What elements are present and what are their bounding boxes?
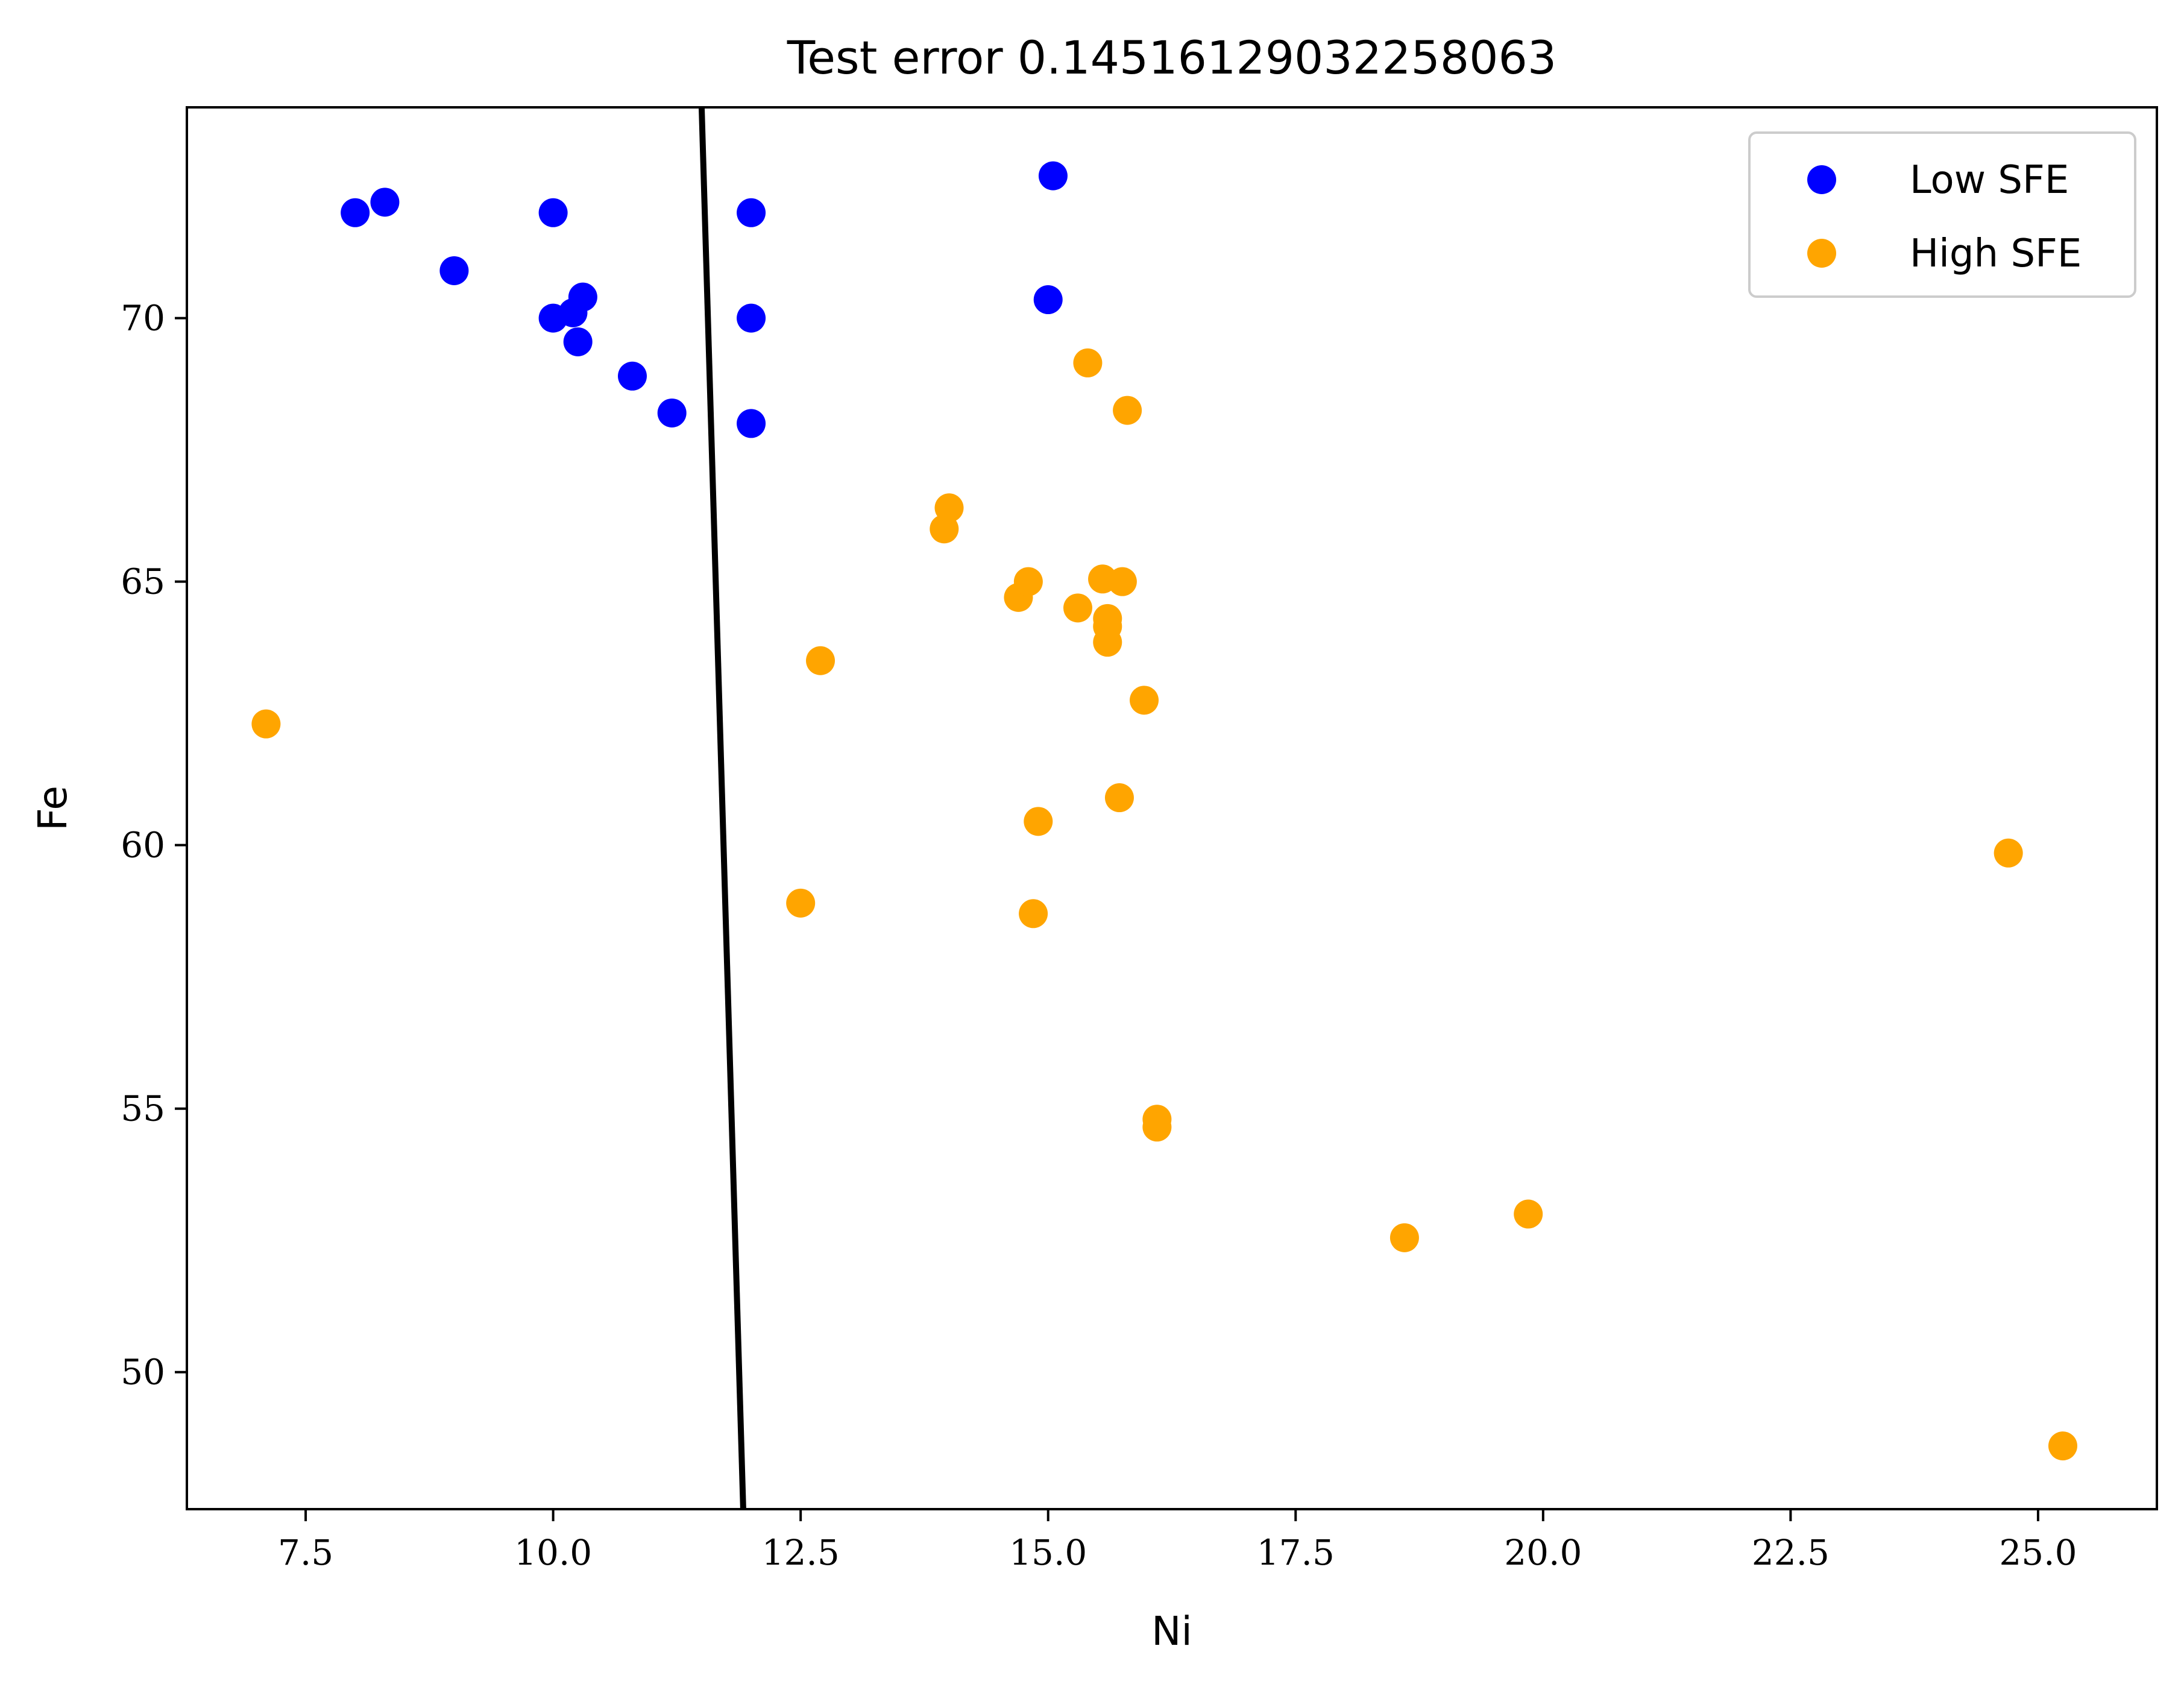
legend-frame — [1748, 131, 2136, 298]
point-high-sfe — [1013, 567, 1043, 596]
x-tick-label: 22.5 — [1752, 1532, 1830, 1573]
point-low-sfe — [1033, 285, 1063, 315]
point-low-sfe — [538, 198, 568, 227]
point-high-sfe — [1019, 899, 1048, 929]
point-low-sfe — [341, 198, 370, 227]
point-high-sfe — [1514, 1199, 1543, 1229]
x-tick-label: 20.0 — [1504, 1532, 1582, 1573]
legend-label: High SFE — [1910, 232, 2082, 276]
x-tick-label: 7.5 — [278, 1532, 333, 1573]
y-tick-label: 55 — [121, 1088, 165, 1129]
point-low-sfe — [737, 409, 766, 438]
chart-title: Test error 0.14516129032258063 — [787, 31, 1557, 84]
point-low-sfe — [370, 188, 400, 217]
point-low-sfe — [568, 282, 597, 312]
point-high-sfe — [251, 709, 281, 739]
point-low-sfe — [439, 256, 469, 285]
decision-boundary-line — [698, 107, 746, 1509]
point-low-sfe — [657, 398, 687, 427]
point-low-sfe — [1038, 161, 1068, 191]
x-axis-label: Ni — [1151, 1608, 1192, 1654]
x-axis: 7.5 10.0 12.5 15.0 17.5 20.0 22.5 25.0 — [278, 1509, 2077, 1573]
y-tick-label: 50 — [121, 1352, 165, 1393]
point-high-sfe — [1389, 1223, 1419, 1252]
point-high-sfe — [1107, 567, 1137, 596]
legend: Low SFE High SFE — [1748, 131, 2136, 298]
legend-marker — [1807, 165, 1836, 194]
point-high-sfe — [1063, 593, 1092, 623]
point-high-sfe — [1093, 628, 1122, 657]
point-high-sfe — [2048, 1431, 2077, 1461]
x-tick-label: 12.5 — [762, 1532, 840, 1573]
y-axis-label: Fe — [30, 786, 76, 831]
y-tick-label: 70 — [121, 298, 165, 339]
point-high-sfe — [1113, 396, 1142, 425]
axes-frame — [186, 106, 2158, 1510]
legend-marker — [1807, 239, 1836, 268]
point-high-sfe — [1130, 686, 1159, 715]
x-tick-label: 15.0 — [1009, 1532, 1087, 1573]
point-high-sfe — [1104, 783, 1134, 813]
point-high-sfe — [1024, 807, 1053, 836]
y-tick-label: 65 — [121, 561, 165, 602]
point-low-sfe — [617, 361, 647, 391]
x-tick-label: 17.5 — [1257, 1532, 1335, 1573]
plot-area — [251, 107, 2077, 1509]
x-tick-label: 10.0 — [514, 1532, 592, 1573]
point-high-sfe — [1994, 838, 2023, 868]
point-high-sfe — [1142, 1112, 1172, 1142]
y-axis: 50 55 60 65 70 — [121, 298, 187, 1393]
point-high-sfe — [786, 888, 816, 918]
legend-label: Low SFE — [1910, 158, 2069, 203]
point-high-sfe — [806, 646, 836, 675]
x-tick-label: 25.0 — [1999, 1532, 2077, 1573]
point-high-sfe — [934, 493, 964, 523]
y-tick-label: 60 — [121, 825, 165, 866]
point-low-sfe — [563, 327, 593, 356]
point-low-sfe — [737, 198, 766, 227]
point-low-sfe — [737, 303, 766, 333]
point-high-sfe — [1073, 348, 1103, 377]
